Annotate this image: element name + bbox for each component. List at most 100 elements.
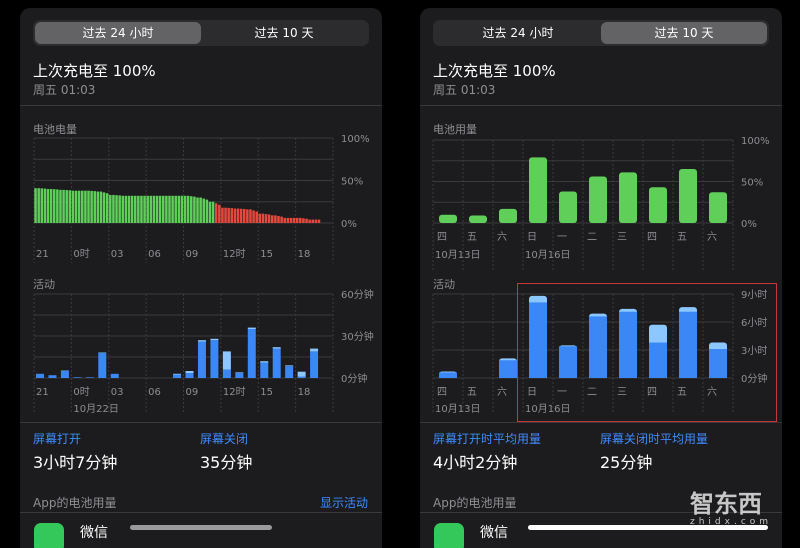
battery-panel-24h: 过去 24 小时 过去 10 天 上次充电至 100% 周五 01:03 电池电… [20,8,382,548]
x-tick-label: 0时 [73,386,89,398]
x-tick-label: 六 [497,386,507,398]
screen-on-label: 屏幕打开 [33,430,81,447]
screen-on-bar [36,374,44,378]
battery-level-bar [118,195,121,223]
screen-on-bar [198,342,206,378]
battery-level-bar [75,191,78,223]
screen-on-value: 3小时7分钟 [33,449,117,473]
battery-level-bar [221,208,224,223]
x-tick-label: 09 [186,387,199,398]
tab-last-10-days[interactable]: 过去 10 天 [201,22,367,44]
date-label: 10月13日 [435,249,480,261]
battery-level-bar [137,196,140,223]
activity-label: 活动 [33,276,55,292]
battery-level-bar [178,196,181,223]
battery-level-bar [171,196,174,223]
battery-level-bar [259,214,262,223]
x-tick-label: 06 [148,387,161,398]
avg-screen-off-value: 25分钟 [600,449,652,473]
date-label: 10月13日 [435,403,480,415]
screen-off-bar [210,339,218,340]
tab-last-24-hours[interactable]: 过去 24 小时 [435,22,601,44]
x-tick-label: 15 [260,249,273,260]
battery-level-bar [165,196,168,223]
divider [420,422,782,423]
screen-on-bar [86,377,94,378]
battery-level-bar [299,218,302,223]
screen-on-bar [439,372,457,378]
battery-level-bar [296,218,299,223]
x-tick-label: 五 [467,387,477,398]
x-tick-label: 0时 [73,248,89,260]
battery-level-bar [209,202,212,223]
battery-level-bar [62,190,65,223]
screen-on-bar [61,371,69,378]
screen-off-bar [173,374,181,375]
last-charge-time: 周五 01:03 [33,81,95,98]
battery-usage-bar [469,216,487,223]
battery-level-label: 电池电量 [33,121,77,137]
battery-level-bar [199,198,202,224]
x-tick-label: 21 [36,249,49,260]
battery-usage-bar [499,209,517,223]
battery-level-bar [53,189,56,223]
battery-level-bar [280,217,283,223]
tab-last-24-hours[interactable]: 过去 24 小时 [35,22,201,44]
battery-level-bar [287,218,290,223]
battery-level-bar [41,188,44,223]
x-tick-label: 21 [36,387,49,398]
battery-level-bar [112,195,115,223]
battery-level-bar [162,196,165,223]
y-tick-label: 100% [341,134,370,145]
screen-on-bar [310,351,318,378]
battery-level-bar [84,191,87,223]
last-charge-title: 上次充电至 100% [433,60,556,81]
battery-level-bar [255,212,258,223]
x-tick-label: 四 [437,232,447,243]
battery-level-bar [87,191,90,223]
y-tick-label: 50% [741,178,763,189]
battery-usage-bar [619,172,637,223]
battery-level-bar [109,195,112,223]
battery-level-bar [302,218,305,223]
battery-level-bar [196,198,199,224]
y-tick-label: 0% [341,219,357,230]
screen-on-bar [499,360,517,378]
tab-last-10-days[interactable]: 过去 10 天 [601,22,767,44]
app-name[interactable]: 微信 [80,522,108,542]
x-tick-label: 03 [111,249,124,260]
battery-level-bar [249,209,252,223]
battery-level-bar [283,218,286,223]
highlight-annotation-box [517,283,777,422]
battery-level-bar [44,189,47,223]
battery-level-bar [97,192,100,223]
time-range-segmented-control: 过去 24 小时 过去 10 天 [433,20,769,46]
screen-on-bar [223,370,231,378]
last-charge-title: 上次充电至 100% [33,60,156,81]
screen-on-bar [111,374,119,378]
battery-level-bar [131,196,134,223]
screen-on-bar [186,373,194,378]
battery-usage-bar [709,192,727,223]
battery-usage-bar [559,191,577,223]
battery-usage-bar [439,215,457,223]
battery-level-bar [78,191,81,223]
app-name[interactable]: 微信 [480,522,508,542]
battery-level-bar [315,220,318,223]
time-range-segmented-control: 过去 24 小时 过去 10 天 [33,20,369,46]
x-tick-label: 12时 [223,248,246,260]
activity-label: 活动 [433,276,455,292]
show-activity-link[interactable]: 显示活动 [320,494,368,511]
x-tick-label: 15 [260,387,273,398]
battery-level-bar [69,190,72,223]
y-tick-label: 100% [741,136,770,147]
y-tick-label: 60分钟 [341,288,374,301]
battery-level-bar [37,188,40,223]
screen-off-bar [260,361,268,362]
divider [420,105,782,106]
battery-level-bar [134,196,137,223]
battery-level-bar [59,190,62,223]
home-indicator[interactable] [130,525,272,530]
battery-level-bar [115,195,118,223]
